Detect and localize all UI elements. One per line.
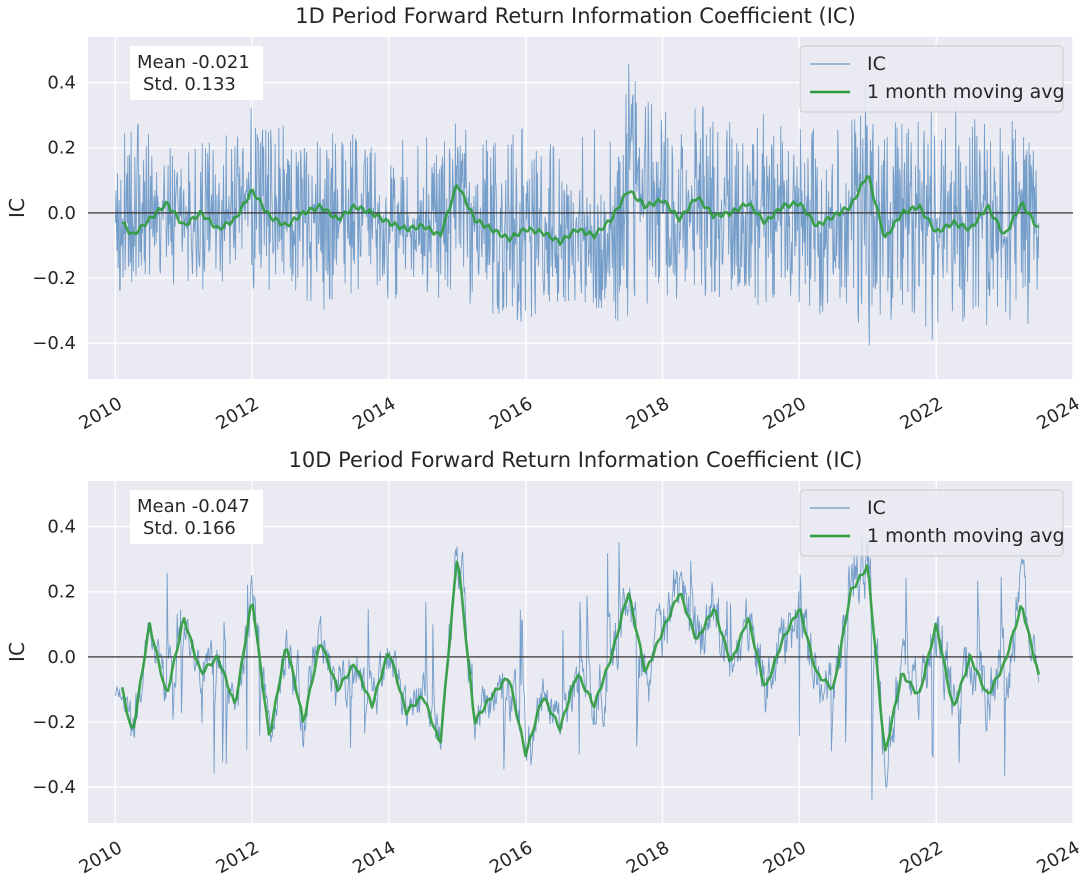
legend: IC 1 month moving avg: [799, 45, 1065, 113]
ic-series-line: [114, 537, 1040, 800]
x-tick-label: 2014: [349, 837, 399, 878]
x-tick-label: 2012: [212, 393, 262, 434]
y-tick-label: 0.4: [47, 517, 76, 538]
x-tick-label: 2020: [760, 837, 810, 878]
y-tick-label: −0.2: [32, 712, 76, 733]
stats-box-background: [130, 46, 263, 100]
y-axis-label: IC: [5, 198, 29, 218]
chart-title: 1D Period Forward Return Information Coe…: [295, 4, 856, 28]
legend-box: [799, 489, 1064, 557]
y-tick-label: −0.2: [32, 268, 76, 289]
legend-label-ic: IC: [867, 53, 886, 75]
y-axis-label: IC: [5, 642, 29, 662]
stats-std: Std. 0.166: [143, 518, 236, 539]
x-tick-label: 2024: [1033, 837, 1080, 878]
x-tick-label: 2018: [623, 837, 673, 878]
stats-mean: Mean -0.021: [137, 52, 250, 73]
chart-panel-2: 10D Period Forward Return Information Co…: [5, 448, 1080, 878]
y-tick-label: 0.4: [47, 73, 76, 94]
y-tick-label: 0.2: [47, 138, 76, 159]
x-tick-label: 2012: [212, 837, 262, 878]
moving-average-line: [120, 560, 1041, 758]
y-tick-label: −0.4: [32, 333, 76, 354]
x-tick-label: 2010: [76, 393, 126, 434]
stats-std: Std. 0.133: [143, 74, 236, 95]
chart-title: 10D Period Forward Return Information Co…: [289, 448, 863, 472]
x-tick-label: 2016: [486, 837, 536, 878]
moving-average-line: [122, 175, 1039, 246]
x-tick-label: 2018: [623, 393, 673, 434]
y-tick-label: 0.2: [47, 582, 76, 603]
legend-label-ic: IC: [867, 497, 886, 519]
x-tick-label: 2016: [486, 393, 536, 434]
legend-label-moving-average: 1 month moving avg: [867, 525, 1065, 547]
y-tick-label: 0.0: [47, 203, 76, 224]
x-tick-label: 2010: [76, 837, 126, 878]
stats-box-background: [130, 490, 263, 544]
stats-mean: Mean -0.047: [137, 496, 250, 517]
x-tick-label: 2022: [897, 393, 947, 434]
chart-panel-1: 1D Period Forward Return Information Coe…: [5, 4, 1080, 434]
legend: IC 1 month moving avg: [799, 489, 1065, 557]
y-tick-label: 0.0: [47, 647, 76, 668]
x-tick-label: 2020: [760, 393, 810, 434]
y-tick-label: −0.4: [32, 777, 76, 798]
legend-label-moving-average: 1 month moving avg: [867, 81, 1065, 103]
legend-box: [799, 45, 1064, 113]
x-tick-label: 2022: [897, 837, 947, 878]
x-tick-label: 2024: [1033, 393, 1080, 434]
x-tick-label: 2014: [349, 393, 399, 434]
